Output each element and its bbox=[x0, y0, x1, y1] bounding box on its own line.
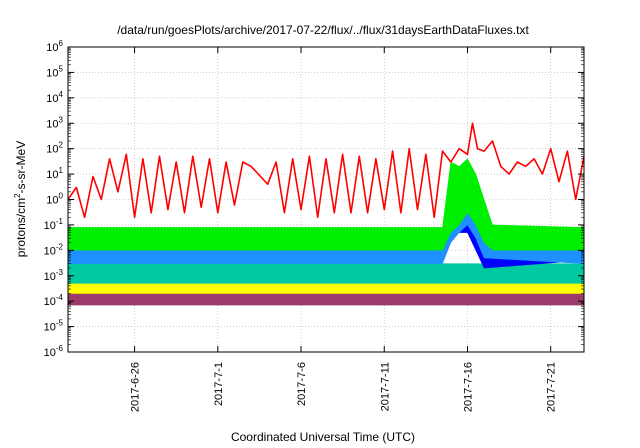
series-red bbox=[67, 122, 585, 219]
y-axis: 10-6 10-5 10-4 10-3 10-2 10-1 100 101 102 103 104 1… bbox=[44, 39, 584, 359]
y-tick-label: 100 bbox=[46, 192, 63, 207]
x-tick-label: 2017-7-6 bbox=[296, 362, 308, 406]
x-axis-label: Coordinated Universal Time (UTC) bbox=[231, 430, 415, 444]
chart-title: /data/run/goesPlots/archive/2017-07-22/f… bbox=[117, 23, 529, 37]
y-axis-label: protons/cm2-s-sr-MeV bbox=[13, 141, 28, 257]
y-tick-label: 105 bbox=[46, 64, 63, 79]
y-tick-label: 10-1 bbox=[44, 217, 64, 232]
x-tick-label: 2017-7-1 bbox=[213, 362, 225, 406]
y-tick-label: 10-4 bbox=[44, 293, 64, 308]
y-tick-label: 101 bbox=[46, 166, 63, 181]
y-tick-label: 103 bbox=[46, 115, 63, 130]
y-tick-label: 10-5 bbox=[44, 319, 64, 334]
x-tick-label: 2017-7-16 bbox=[462, 362, 474, 412]
plot-area bbox=[67, 122, 585, 306]
y-tick-label: 104 bbox=[46, 90, 63, 105]
x-tick-label: 2017-7-11 bbox=[379, 362, 391, 411]
x-tick-label: 2017-7-21 bbox=[546, 362, 558, 412]
x-tick-label: 2017-6-26 bbox=[130, 362, 142, 412]
y-tick-label: 102 bbox=[46, 141, 63, 156]
y-tick-label: 10-6 bbox=[44, 344, 64, 359]
grid bbox=[68, 46, 584, 353]
y-tick-label: 10-2 bbox=[44, 242, 64, 257]
y-tick-label: 10-3 bbox=[44, 268, 64, 283]
series-light-blue bbox=[67, 181, 585, 264]
x-axis: 2017-6-26 2017-7-1 2017-7-6 2017-7-11 2017-7… bbox=[130, 47, 558, 412]
y-tick-label: 106 bbox=[46, 39, 63, 54]
